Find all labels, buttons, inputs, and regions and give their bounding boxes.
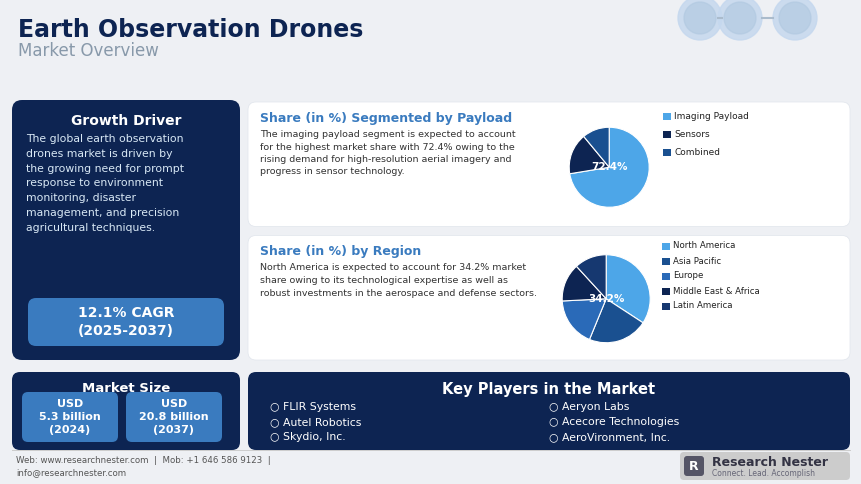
Text: Latin America: Latin America bbox=[672, 302, 732, 311]
Bar bbox=[661, 257, 669, 264]
Circle shape bbox=[678, 0, 722, 40]
Text: Share (in %) by Region: Share (in %) by Region bbox=[260, 245, 421, 258]
FancyBboxPatch shape bbox=[684, 456, 703, 476]
Text: North America: North America bbox=[672, 242, 734, 251]
Text: R: R bbox=[689, 459, 698, 472]
FancyBboxPatch shape bbox=[12, 100, 239, 360]
Text: Key Players in the Market: Key Players in the Market bbox=[442, 382, 655, 397]
FancyBboxPatch shape bbox=[248, 236, 849, 360]
Wedge shape bbox=[568, 136, 609, 174]
Circle shape bbox=[778, 2, 810, 34]
Text: North America is expected to account for 34.2% market
share owing to its technol: North America is expected to account for… bbox=[260, 263, 536, 298]
Text: ○ Autel Robotics: ○ Autel Robotics bbox=[269, 417, 361, 427]
Text: Combined: Combined bbox=[673, 148, 719, 157]
Text: Share (in %) Segmented by Payload: Share (in %) Segmented by Payload bbox=[260, 112, 511, 125]
Wedge shape bbox=[561, 266, 605, 301]
Text: The imaging payload segment is expected to account
for the highest market share : The imaging payload segment is expected … bbox=[260, 130, 515, 177]
Text: Market Size: Market Size bbox=[82, 382, 170, 395]
Text: 72.4%: 72.4% bbox=[591, 162, 627, 172]
Text: Earth Observation Drones: Earth Observation Drones bbox=[18, 18, 363, 42]
Text: Web: www.researchnester.com  |  Mob: +1 646 586 9123  |
info@researchnester.com: Web: www.researchnester.com | Mob: +1 64… bbox=[16, 456, 270, 478]
Wedge shape bbox=[561, 299, 605, 339]
Text: Imaging Payload: Imaging Payload bbox=[673, 112, 748, 121]
Text: 12.1% CAGR
(2025-2037): 12.1% CAGR (2025-2037) bbox=[77, 306, 174, 338]
Text: ○ Aeryon Labs: ○ Aeryon Labs bbox=[548, 402, 629, 412]
Bar bbox=[662, 149, 671, 156]
Bar bbox=[662, 131, 671, 138]
Text: ○ AeroVironment, Inc.: ○ AeroVironment, Inc. bbox=[548, 432, 669, 442]
Bar bbox=[661, 287, 669, 294]
Bar bbox=[661, 272, 669, 279]
Text: USD
5.3 billion
(2024): USD 5.3 billion (2024) bbox=[39, 399, 101, 435]
Wedge shape bbox=[589, 299, 642, 343]
Text: USD
20.8 billion
(2037): USD 20.8 billion (2037) bbox=[139, 399, 208, 435]
Circle shape bbox=[772, 0, 816, 40]
Wedge shape bbox=[569, 127, 648, 207]
Text: Sensors: Sensors bbox=[673, 130, 709, 139]
Text: Middle East & Africa: Middle East & Africa bbox=[672, 287, 759, 296]
Bar bbox=[661, 242, 669, 249]
Circle shape bbox=[717, 0, 761, 40]
FancyBboxPatch shape bbox=[12, 372, 239, 450]
Text: Connect. Lead. Accomplish: Connect. Lead. Accomplish bbox=[711, 469, 814, 478]
Text: ○ FLIR Systems: ○ FLIR Systems bbox=[269, 402, 356, 412]
Bar bbox=[662, 113, 671, 120]
FancyBboxPatch shape bbox=[248, 372, 849, 450]
FancyBboxPatch shape bbox=[22, 392, 118, 442]
Text: ○ Skydio, Inc.: ○ Skydio, Inc. bbox=[269, 432, 345, 442]
Text: Market Overview: Market Overview bbox=[18, 42, 158, 60]
Circle shape bbox=[684, 2, 715, 34]
Text: Growth Driver: Growth Driver bbox=[71, 114, 181, 128]
Wedge shape bbox=[576, 255, 605, 299]
Text: Europe: Europe bbox=[672, 272, 703, 281]
FancyBboxPatch shape bbox=[126, 392, 222, 442]
Text: ○ Acecore Technologies: ○ Acecore Technologies bbox=[548, 417, 678, 427]
Text: Research Nester: Research Nester bbox=[711, 455, 827, 469]
Text: The global earth observation
drones market is driven by
the growing need for pro: The global earth observation drones mark… bbox=[26, 134, 183, 233]
Text: 34.2%: 34.2% bbox=[587, 294, 623, 304]
Bar bbox=[661, 302, 669, 309]
FancyBboxPatch shape bbox=[28, 298, 224, 346]
Wedge shape bbox=[605, 255, 649, 323]
Wedge shape bbox=[583, 127, 609, 167]
Text: Asia Pacific: Asia Pacific bbox=[672, 257, 721, 266]
Circle shape bbox=[723, 2, 755, 34]
FancyBboxPatch shape bbox=[679, 452, 849, 480]
FancyBboxPatch shape bbox=[248, 102, 849, 227]
